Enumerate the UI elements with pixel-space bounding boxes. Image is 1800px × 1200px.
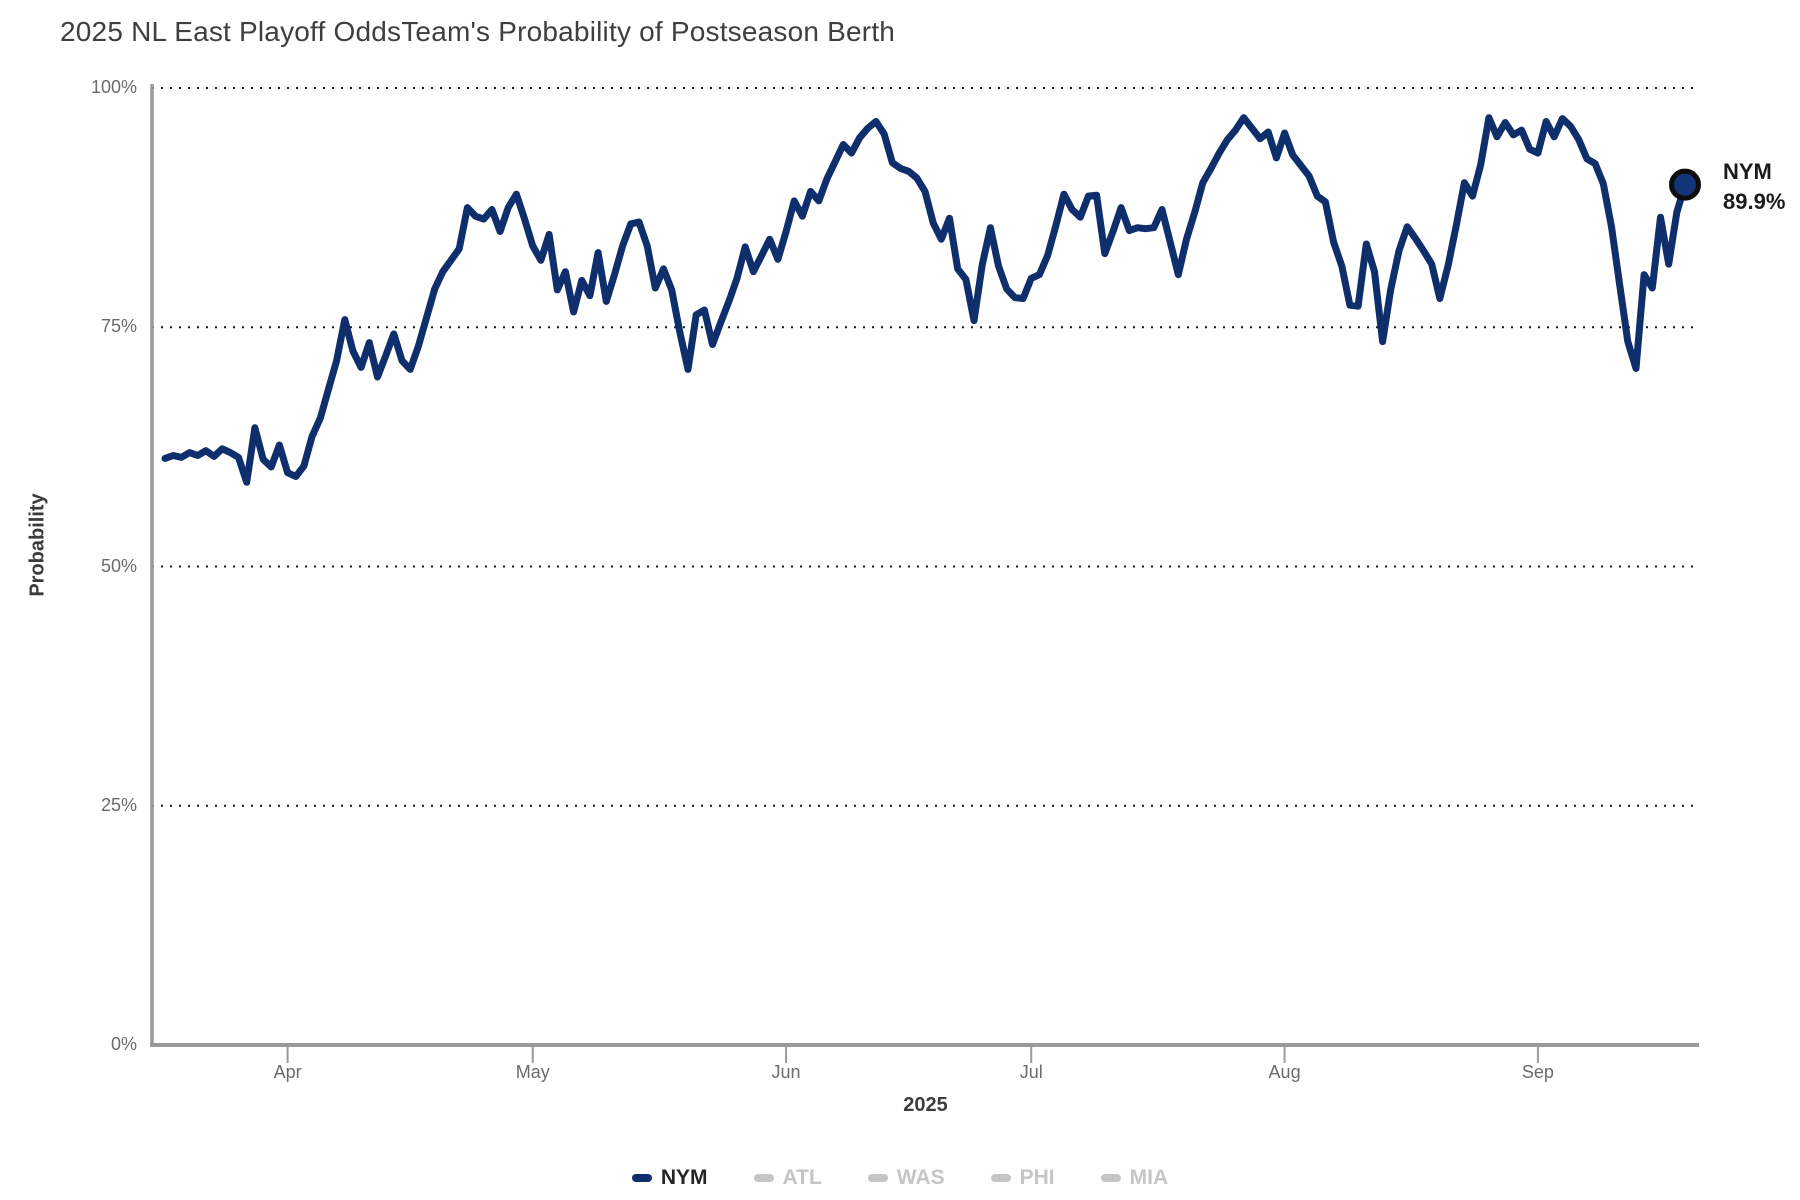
y-tick-label-75: 75% xyxy=(100,316,137,337)
series-end-label: NYM 89.9% xyxy=(1723,157,1785,217)
y-tick-label-50: 50% xyxy=(100,555,137,576)
end-label-value: 89.9% xyxy=(1723,188,1786,214)
chart-subtitle: Team's Probability of Postseason Berth xyxy=(401,16,896,47)
y-tick-label-0: 0% xyxy=(110,1034,137,1054)
y-tick-label-25: 25% xyxy=(100,794,137,815)
legend-label-NYM: NYM xyxy=(660,1166,708,1189)
x-axis-title: 2025 xyxy=(903,1094,948,1116)
legend-swatch-WAS xyxy=(867,1174,888,1182)
legend-item-WAS[interactable]: WAS xyxy=(867,1166,945,1190)
chart-title-main: 2025 NL East Playoff Odds xyxy=(60,16,402,47)
x-tick-label-Jun: Jun xyxy=(771,1062,801,1082)
legend-swatch-MIA xyxy=(1100,1174,1121,1182)
nym-end-dot xyxy=(1669,168,1701,201)
x-tick-label-Jul: Jul xyxy=(1019,1062,1043,1082)
legend-label-WAS: WAS xyxy=(896,1166,945,1189)
legend-item-ATL[interactable]: ATL xyxy=(753,1166,822,1190)
chart-title: 2025 NL East Playoff OddsTeam's Probabil… xyxy=(60,16,895,48)
x-tick-label-Aug: Aug xyxy=(1268,1062,1301,1082)
nym-odds-line xyxy=(161,114,1689,486)
legend-swatch-PHI xyxy=(990,1174,1011,1182)
legend-swatch-NYM xyxy=(631,1174,652,1182)
legend-label-PHI: PHI xyxy=(1019,1166,1055,1189)
x-tick-label-May: May xyxy=(515,1062,550,1082)
legend-item-MIA[interactable]: MIA xyxy=(1100,1166,1169,1190)
legend-swatch-ATL xyxy=(753,1174,774,1182)
legend-label-ATL: ATL xyxy=(782,1166,822,1189)
legend: NYM ATL WAS PHI MIA xyxy=(0,1166,1800,1190)
legend-label-MIA: MIA xyxy=(1129,1166,1169,1189)
x-tick-label-Sep: Sep xyxy=(1521,1062,1554,1082)
end-label-team: NYM xyxy=(1723,158,1772,184)
x-tick-label-Apr: Apr xyxy=(273,1062,302,1082)
legend-item-PHI[interactable]: PHI xyxy=(990,1166,1055,1190)
legend-item-NYM[interactable]: NYM xyxy=(631,1166,708,1190)
y-tick-label-100: 100% xyxy=(90,77,137,97)
